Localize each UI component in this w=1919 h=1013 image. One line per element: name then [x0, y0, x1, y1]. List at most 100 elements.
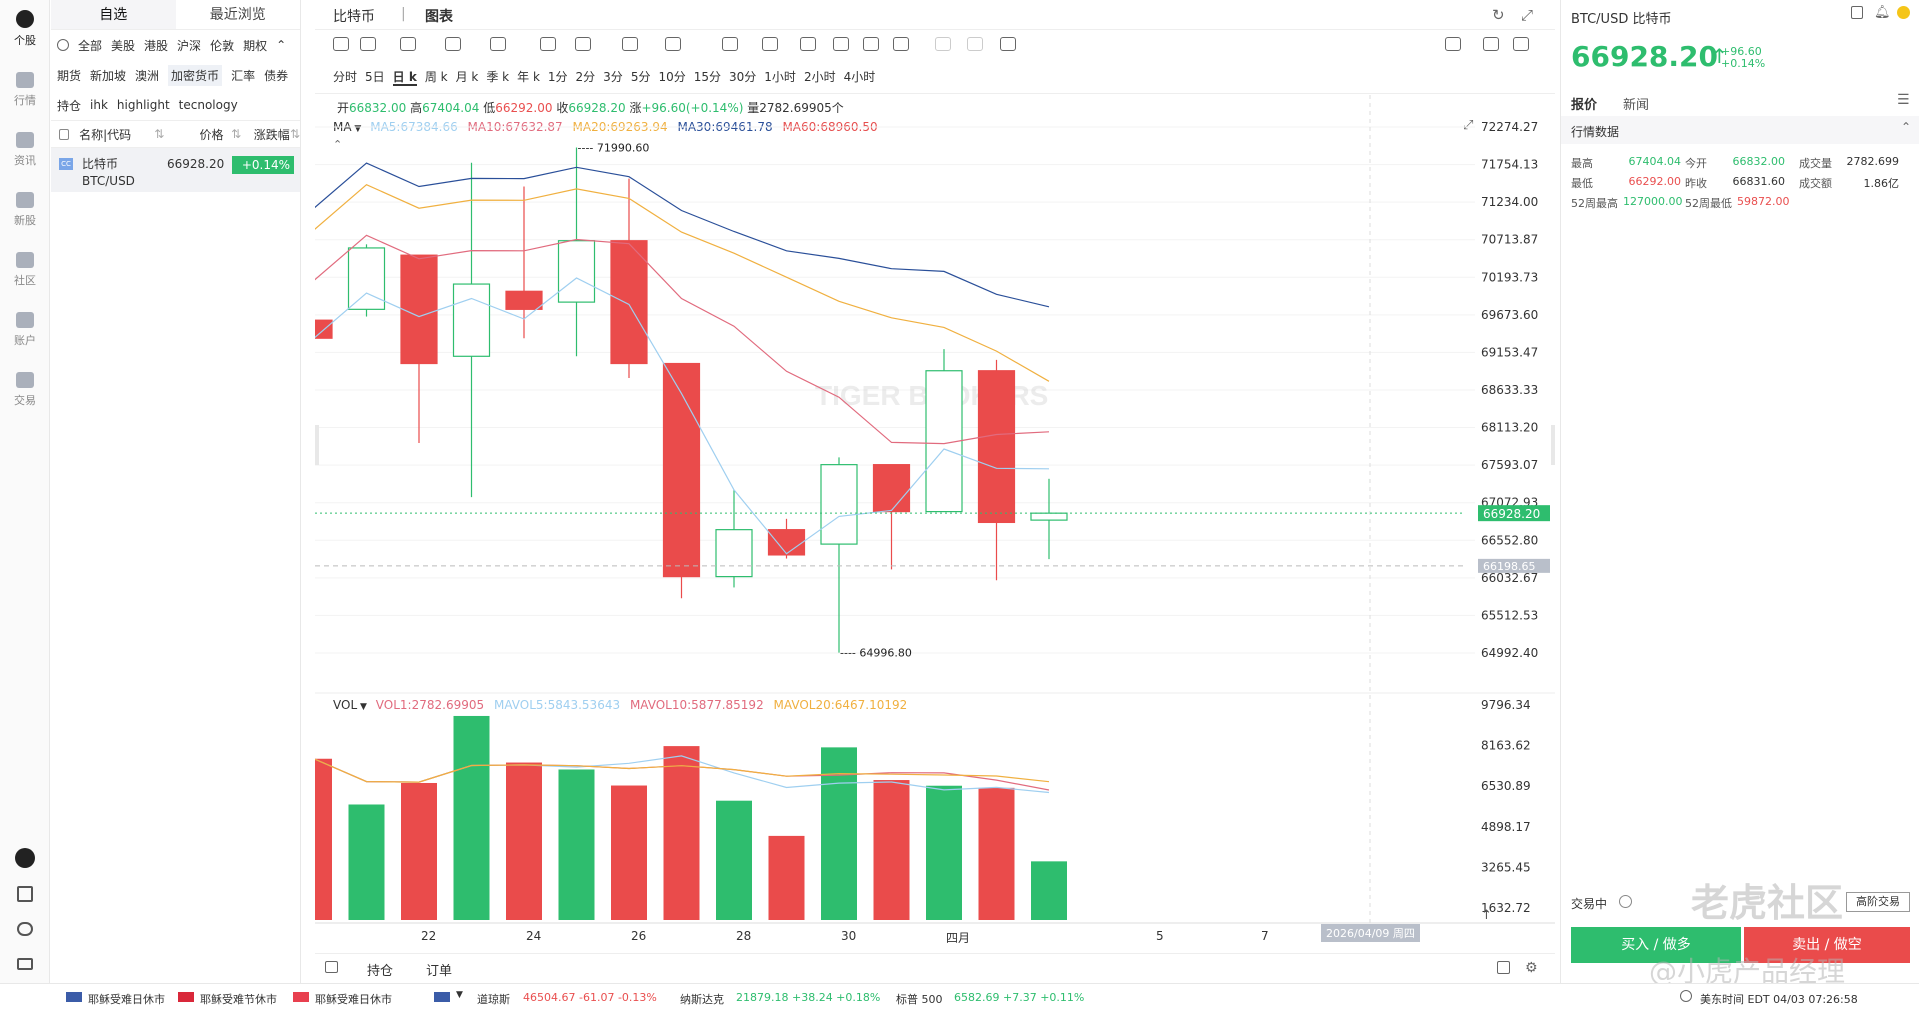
period-5[interactable]: 季 k — [486, 70, 510, 84]
robot-icon[interactable] — [15, 848, 35, 868]
candle-body[interactable] — [977, 370, 1016, 524]
cat-bonds[interactable]: 债券 — [264, 68, 289, 83]
candle-body[interactable] — [767, 529, 806, 556]
cat-highlight[interactable]: highlight — [116, 98, 170, 112]
period-11[interactable]: 10分 — [658, 70, 686, 84]
rect-icon[interactable] — [445, 37, 461, 51]
expand-icon[interactable]: ⤢ — [1463, 118, 1474, 133]
tab-chart[interactable]: 图表 — [425, 9, 453, 25]
volume-bar[interactable] — [926, 785, 962, 920]
candle-body[interactable] — [662, 362, 701, 578]
info-icon[interactable] — [1619, 895, 1632, 908]
col-name[interactable]: 名称|代码 — [79, 127, 132, 142]
candle-body[interactable] — [400, 254, 438, 365]
arrow-icon[interactable] — [575, 37, 591, 51]
volume-bar[interactable] — [821, 747, 857, 920]
buy-button[interactable]: 买入 / 做多 — [1571, 927, 1741, 963]
cat-a[interactable]: 沪深 — [177, 38, 202, 53]
volume-bar[interactable] — [663, 746, 700, 920]
candle-body[interactable] — [452, 283, 491, 357]
select-all-checkbox[interactable] — [59, 128, 70, 140]
cat-fx[interactable]: 汇率 — [231, 68, 256, 83]
market-status-us[interactable]: 耶稣受难日休市 — [88, 993, 165, 1006]
volume-bar[interactable] — [716, 800, 752, 920]
vol-selector[interactable]: VOL — [333, 698, 358, 712]
period-13[interactable]: 30分 — [729, 70, 757, 84]
cat-all[interactable]: 全部 — [78, 38, 103, 53]
fib-icon[interactable] — [540, 37, 556, 51]
settings-icon[interactable] — [57, 39, 69, 51]
period-3[interactable]: 周 k — [424, 70, 448, 84]
candle-body[interactable] — [820, 464, 858, 545]
candle-body[interactable] — [557, 240, 596, 303]
nav-market[interactable]: 行情 — [0, 72, 50, 108]
volume-bar[interactable] — [315, 758, 332, 920]
cat-sg[interactable]: 新加坡 — [90, 68, 127, 83]
scroll-top-icon[interactable]: ↑ — [1481, 908, 1492, 923]
link-icon[interactable] — [893, 37, 909, 51]
col-price[interactable]: 价格 — [199, 127, 224, 142]
volume-bar[interactable] — [506, 762, 542, 920]
cat-crypto[interactable]: 加密货币 — [168, 64, 223, 86]
volume-bar[interactable] — [401, 782, 437, 920]
favorite-icon[interactable] — [1897, 6, 1910, 19]
collapse-handle[interactable] — [1551, 425, 1555, 465]
magnet-icon[interactable] — [863, 37, 879, 51]
cat-futures[interactable]: 期货 — [57, 68, 82, 83]
candlestick-chart[interactable]: TIGER BROKERS---- 71990.60---- 64996.807… — [315, 95, 1555, 695]
cat-us[interactable]: 美股 — [111, 38, 136, 53]
bell-icon[interactable]: 🔔︎ — [1874, 5, 1891, 20]
candle-body[interactable] — [872, 464, 911, 513]
candle-body[interactable] — [505, 290, 543, 310]
period-4[interactable]: 月 k — [455, 70, 479, 84]
period-1[interactable]: 5日 — [365, 70, 385, 84]
tab-recent[interactable]: 最近浏览 — [209, 7, 266, 23]
panel-toggle-icon[interactable] — [325, 961, 338, 973]
line-icon[interactable] — [400, 37, 416, 51]
redo-icon[interactable] — [967, 37, 983, 51]
menu-icon[interactable]: ☰ — [1897, 92, 1910, 108]
apps-icon[interactable] — [17, 886, 33, 902]
nav-account[interactable]: 账户 — [0, 312, 50, 348]
measure-icon[interactable] — [622, 37, 638, 51]
candle-body[interactable] — [610, 240, 648, 365]
volume-bar[interactable] — [1031, 861, 1067, 920]
sort-icon[interactable]: ⇅ — [289, 127, 301, 141]
period-16[interactable]: 4小时 — [843, 70, 876, 84]
nav-ipo[interactable]: 新股 — [0, 192, 50, 228]
market-status-hk[interactable]: 耶稣受难节休市 — [200, 993, 277, 1006]
tab-positions[interactable]: 持仓 — [367, 964, 394, 979]
settings-icon[interactable]: ⚙ — [1525, 960, 1538, 976]
volume-chart[interactable]: 9796.34 8163.62 6530.89 4898.17 3265.45 1632.… — [315, 695, 1555, 925]
save-icon[interactable] — [1851, 6, 1863, 19]
collapse-icon[interactable]: ⌃ — [333, 138, 343, 151]
sell-button[interactable]: 卖出 / 做空 — [1744, 927, 1910, 963]
volume-bar[interactable] — [978, 787, 1015, 920]
nav-trade[interactable]: 交易 — [0, 372, 50, 408]
candle-body[interactable] — [715, 529, 753, 578]
volume-bar[interactable] — [768, 835, 805, 920]
period-12[interactable]: 15分 — [693, 70, 722, 84]
candle-body[interactable] — [347, 247, 386, 310]
mail-icon[interactable] — [17, 958, 33, 970]
cat-au[interactable]: 澳洲 — [135, 68, 160, 83]
cat-ihk[interactable]: ihk — [90, 98, 108, 112]
tab-watchlist[interactable]: 自选 — [51, 0, 176, 29]
period-14[interactable]: 1小时 — [764, 70, 796, 84]
market-status-sg[interactable]: 耶稣受难日休市 — [315, 993, 392, 1006]
lock-icon[interactable] — [800, 37, 816, 51]
bars-icon[interactable] — [722, 37, 738, 51]
period-2[interactable]: 日 k — [392, 70, 417, 86]
tab-news[interactable]: 新闻 — [1623, 98, 1650, 113]
sort-icon[interactable]: ⇅ — [231, 127, 242, 141]
chevron-down-icon[interactable]: ▼ — [456, 990, 463, 1000]
period-8[interactable]: 2分 — [575, 70, 596, 84]
eye-icon[interactable] — [833, 37, 849, 51]
period-0[interactable]: 分时 — [333, 70, 358, 84]
volume-bar[interactable] — [348, 804, 385, 920]
volume-bar[interactable] — [558, 769, 595, 921]
pencil-icon[interactable] — [360, 37, 376, 51]
layout-icon[interactable] — [1445, 37, 1461, 51]
volume-bar[interactable] — [873, 780, 910, 920]
cat-options[interactable]: 期权 — [243, 38, 268, 53]
